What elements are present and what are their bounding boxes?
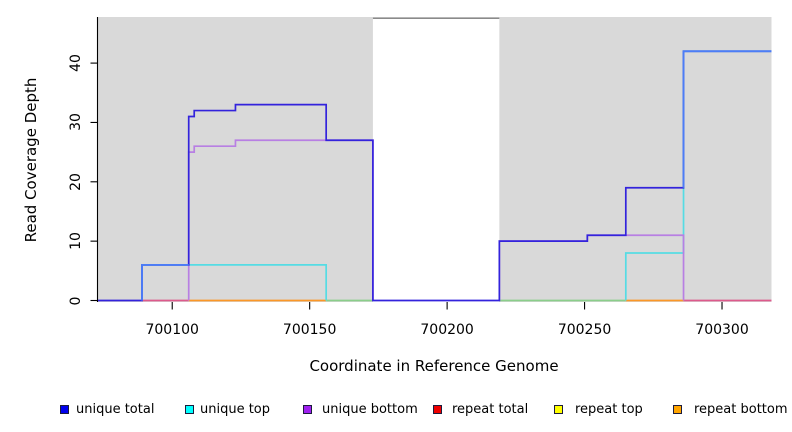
y-axis-title: Read Coverage Depth <box>22 77 40 243</box>
legend-swatch-unique-total <box>60 405 69 414</box>
legend-swatch-unique-bottom <box>303 405 312 414</box>
x-tick-label: 700150 <box>282 322 337 338</box>
y-tick-label: 10 <box>68 232 84 251</box>
y-tick-label: 30 <box>68 113 84 132</box>
legend-swatch-unique-top <box>185 405 194 414</box>
x-axis-title: Coordinate in Reference Genome <box>309 357 559 375</box>
legend-label-unique-total: unique total <box>76 402 155 417</box>
x-tick-label: 700200 <box>420 322 474 338</box>
legend-label-unique-top: unique top <box>200 402 271 417</box>
y-tick-label: 40 <box>68 54 84 73</box>
shaded-region-0 <box>98 17 373 302</box>
y-tick-label: 20 <box>68 172 84 191</box>
highlight-segment-1 <box>682 50 772 188</box>
x-tick-label: 700100 <box>145 322 199 338</box>
legend-label-repeat-total: repeat total <box>452 402 529 417</box>
legend-label-unique-bottom: unique bottom <box>322 402 418 417</box>
y-tick-label: 0 <box>68 296 84 305</box>
series-line-unique-total <box>98 50 772 302</box>
x-tick-label: 700300 <box>695 322 749 338</box>
legend-swatch-repeat-total <box>433 405 442 414</box>
legend-swatch-repeat-bottom <box>673 405 682 414</box>
shaded-region-1 <box>499 17 772 302</box>
x-tick-label: 700250 <box>557 322 612 338</box>
legend-label-repeat-top: repeat top <box>575 402 643 417</box>
legend-label-repeat-bottom: repeat bottom <box>694 402 788 417</box>
highlight-segment-0 <box>141 263 189 301</box>
legend-swatch-repeat-top <box>554 405 563 414</box>
